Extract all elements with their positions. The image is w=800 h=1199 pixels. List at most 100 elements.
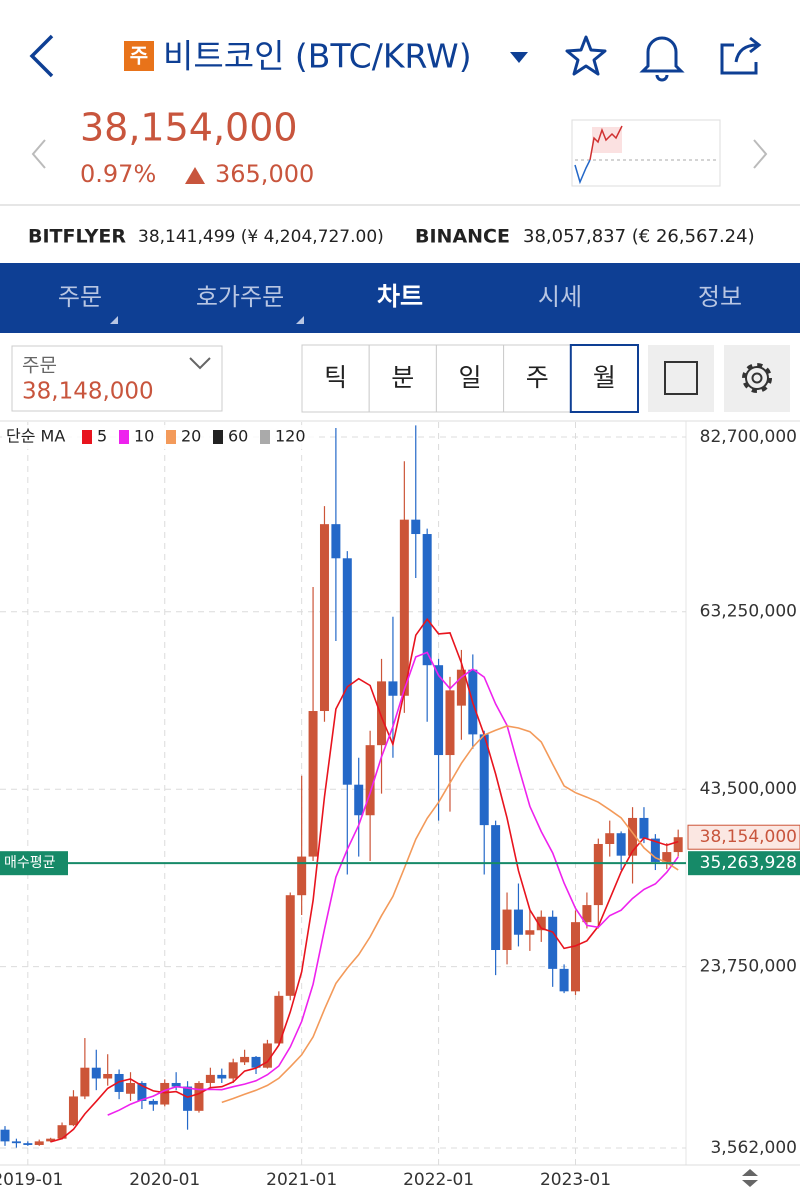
legend-swatch: [260, 430, 270, 444]
up-triangle: [185, 167, 205, 184]
candle-body: [411, 519, 421, 535]
candle-body: [525, 930, 535, 935]
candle-body: [639, 817, 649, 839]
candle-body: [548, 916, 558, 969]
candle-body: [571, 922, 580, 992]
badge-bg: [124, 41, 154, 71]
y-tick-label: 23,750,000: [700, 957, 797, 977]
dropdown-icon[interactable]: [510, 52, 528, 63]
order-value: 38,148,000: [22, 379, 154, 405]
avg-label: 35,263,928: [700, 853, 797, 873]
candle-body: [628, 817, 638, 856]
order-box[interactable]: [11, 345, 223, 412]
y-tick-label: 82,700,000: [700, 427, 797, 447]
candle-body: [126, 1082, 136, 1094]
candle-body: [434, 665, 444, 756]
candle-body: [0, 1129, 10, 1142]
candle-body: [11, 1141, 21, 1144]
candle-body: [479, 734, 489, 826]
avg-label-bg: [688, 851, 800, 876]
period-label: 틱: [324, 363, 347, 392]
layout-button[interactable]: [648, 345, 714, 412]
candle-body: [205, 1074, 215, 1083]
period-button-active[interactable]: [569, 344, 639, 413]
gear-hole: [751, 372, 763, 384]
candle-body: [285, 895, 295, 996]
tab-bar: [0, 263, 800, 333]
period-button[interactable]: [368, 344, 437, 413]
candle-body: [319, 524, 329, 712]
candle-body: [422, 534, 432, 666]
tab[interactable]: 주문: [58, 283, 102, 311]
legend-swatch: [166, 430, 176, 444]
change-pct: 0.97%: [80, 160, 156, 188]
title[interactable]: 비트코인 (BTC/KRW): [163, 37, 472, 76]
star-icon[interactable]: [565, 35, 607, 76]
chart: 82,700,000 63,250,000 43,500,000 23,750,000…: [0, 422, 800, 1190]
candle-body: [502, 909, 512, 951]
period-button[interactable]: [301, 344, 370, 413]
candle-body: [331, 524, 341, 559]
candle-body: [183, 1086, 193, 1111]
candle-body: [342, 558, 352, 785]
period-label: 일: [458, 363, 481, 392]
ma-line: [107, 651, 679, 1116]
tab[interactable]: 시세: [538, 283, 582, 311]
legend-label: 60: [228, 427, 248, 446]
x-tick-label: 2019-01: [0, 1170, 63, 1190]
x-tick-label: 2020-01: [129, 1170, 200, 1190]
candle-body: [399, 519, 409, 696]
candle-body: [194, 1082, 204, 1111]
square-icon: [664, 361, 698, 395]
candle-body: [297, 856, 307, 896]
next-arrow[interactable]: [753, 139, 768, 169]
candle-body: [228, 1062, 238, 1079]
period-label: 월: [593, 363, 616, 392]
exchange-value: 38,057,837 (€ 26,567.24): [523, 226, 755, 247]
legend-swatch: [82, 430, 92, 444]
legend-swatch: [213, 430, 223, 444]
share-icon[interactable]: [720, 36, 762, 75]
sparkline-up: [589, 125, 623, 161]
tab[interactable]: 정보: [698, 283, 742, 311]
candle-body: [23, 1143, 33, 1145]
y-tick-label: 3,562,000: [710, 1138, 797, 1158]
candle-body: [616, 833, 626, 856]
current-label-bg: [687, 824, 800, 850]
legend-label: 20: [181, 427, 201, 446]
candle-body: [673, 837, 683, 853]
back-button[interactable]: [29, 34, 54, 78]
candle-body: [377, 681, 387, 746]
y-tick-label: 43,500,000: [700, 779, 797, 799]
tab-corner: [296, 316, 304, 324]
candle-body: [57, 1125, 67, 1139]
candle-body: [217, 1074, 227, 1079]
period-label: 주: [526, 363, 549, 392]
prev-arrow[interactable]: [31, 139, 46, 169]
order-chevron: [189, 357, 211, 370]
tab-corner: [110, 316, 118, 324]
candle-body: [491, 825, 501, 951]
sparkline-down: [574, 159, 591, 185]
candle-body: [114, 1073, 124, 1092]
price: 38,154,000: [80, 106, 298, 150]
badge: 주: [130, 44, 148, 68]
candle-body: [559, 968, 569, 992]
current-label: 38,154,000: [700, 827, 797, 847]
tab[interactable]: 호가주문: [196, 283, 284, 311]
tab-active[interactable]: 차트: [377, 282, 423, 311]
candle-body: [103, 1073, 113, 1079]
candle-body: [46, 1138, 56, 1142]
candle-body: [80, 1067, 90, 1097]
scroll-down-icon[interactable]: [742, 1180, 758, 1187]
y-tick-label: 63,250,000: [700, 602, 797, 622]
candle-body: [171, 1082, 181, 1087]
change: 365,000: [215, 160, 314, 188]
bell-icon[interactable]: [639, 36, 685, 82]
candle-body: [274, 995, 284, 1044]
scroll-up-icon[interactable]: [742, 1169, 758, 1176]
x-tick-label: 2023-01: [540, 1170, 611, 1190]
candle-body: [662, 852, 672, 862]
